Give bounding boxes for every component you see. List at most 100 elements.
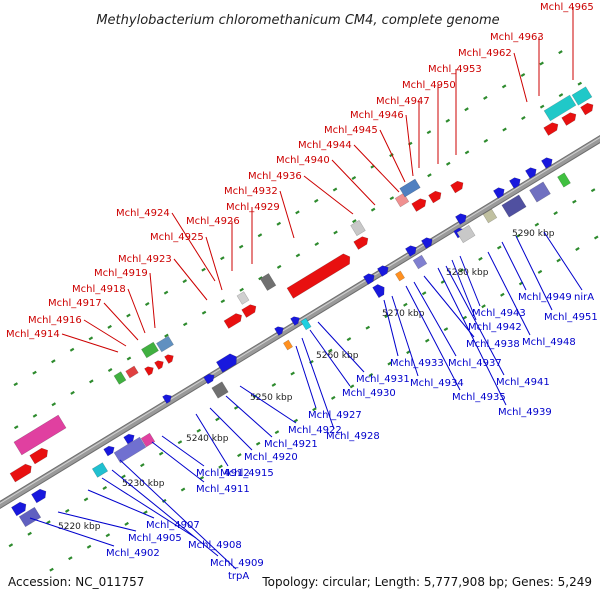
forward-gene-label: Mchl_4916 xyxy=(28,315,82,326)
gene-block xyxy=(350,219,366,237)
gene-block xyxy=(283,339,293,351)
leader-line xyxy=(445,265,505,376)
track-dot xyxy=(239,287,244,292)
forward-gene-label: Mchl_4963 xyxy=(490,32,544,43)
track-dot xyxy=(539,104,545,109)
gene-block xyxy=(211,381,229,399)
leader-line xyxy=(83,319,127,347)
track-dot xyxy=(327,348,333,353)
track-dot xyxy=(68,556,73,561)
track-dot xyxy=(459,268,464,273)
leader-line xyxy=(309,329,351,387)
gene-block xyxy=(543,94,577,122)
track-dot xyxy=(496,245,502,250)
track-dot xyxy=(13,382,19,387)
forward-gene-label: Mchl_4932 xyxy=(224,186,278,197)
topology-text: Topology: circular; Length: 5,777,908 bp… xyxy=(261,575,592,589)
reverse-gene-label: Mchl_4934 xyxy=(410,378,464,389)
scale-tick-label: 5270 kbp xyxy=(382,309,425,319)
gene-block xyxy=(13,414,67,456)
gene-arrow xyxy=(543,122,559,136)
track-dot xyxy=(577,81,583,86)
gene-block xyxy=(571,86,593,106)
track-dot xyxy=(274,430,280,435)
leader-line xyxy=(161,435,205,467)
gene-block xyxy=(236,291,250,305)
track-dot xyxy=(346,337,352,342)
track-dot xyxy=(290,371,295,376)
gene-arrow xyxy=(372,284,385,299)
forward-gene-label: Mchl_4925 xyxy=(150,232,204,243)
track-dot xyxy=(558,93,564,98)
gene-arrow xyxy=(580,102,594,116)
leader-line xyxy=(303,175,354,215)
track-dot xyxy=(107,324,112,329)
track-dot xyxy=(238,244,244,249)
leader-line xyxy=(391,295,419,377)
gene-arrow xyxy=(103,445,115,457)
track-dot xyxy=(182,322,188,327)
leader-line xyxy=(173,258,208,301)
track-dot xyxy=(27,531,32,536)
gene-block xyxy=(529,181,551,203)
gene-arrow xyxy=(509,177,521,189)
leader-line xyxy=(149,272,156,329)
reverse-gene-label: nirA xyxy=(574,292,594,303)
leader-line xyxy=(413,281,457,357)
track-dot xyxy=(8,543,14,548)
track-dot xyxy=(201,310,207,315)
gene-block xyxy=(399,178,421,198)
gene-arrow xyxy=(11,501,27,517)
leader-line xyxy=(87,489,155,519)
track-dot xyxy=(144,302,150,306)
gene-block xyxy=(113,371,127,385)
gene-block xyxy=(140,432,156,448)
leader-line xyxy=(353,144,400,193)
reverse-gene-label: Mchl_4909 xyxy=(210,558,264,569)
forward-gene-label: Mchl_4926 xyxy=(186,216,240,227)
scale-tick-label: 5220 kbp xyxy=(58,522,101,532)
track-dot xyxy=(556,258,561,263)
reverse-gene-label: Mchl_4928 xyxy=(326,431,380,442)
gene-arrow xyxy=(421,237,433,249)
forward-gene-label: Mchl_4946 xyxy=(350,110,404,121)
track-dot xyxy=(421,291,427,296)
track-dot xyxy=(351,176,357,180)
forward-gene-label: Mchl_4940 xyxy=(276,155,330,166)
track-dot xyxy=(501,84,507,89)
leader-line xyxy=(239,385,297,424)
track-dot xyxy=(295,253,301,258)
leader-line xyxy=(61,333,119,353)
backbone-line xyxy=(0,136,600,508)
leader-line xyxy=(379,129,406,183)
gene-labels: Mchl_4914 Mchl_4916 Mchl_4917 Mchl_4918 Mchl… xyxy=(6,2,598,582)
track-dot xyxy=(520,73,526,77)
gene-arrow xyxy=(363,273,375,285)
forward-gene-label: Mchl_4950 xyxy=(402,80,456,91)
reverse-gene-label: Mchl_4951 xyxy=(544,312,598,323)
forward-gene-label: Mchl_4947 xyxy=(376,96,430,107)
leader-line xyxy=(225,395,273,438)
leader-line xyxy=(405,285,461,391)
forward-gene-label: Mchl_4962 xyxy=(458,48,512,59)
reverse-gene-label: Mchl_4907 xyxy=(146,520,200,531)
reverse-gene-label: Mchl_4937 xyxy=(448,358,502,369)
track-dot xyxy=(49,567,54,572)
track-dot xyxy=(89,379,94,384)
gene-arrow xyxy=(450,180,464,194)
reverse-gene-label: Mchl_4915 xyxy=(220,468,274,479)
track-dot xyxy=(121,474,126,479)
track-dot xyxy=(70,390,75,395)
track-dot xyxy=(220,256,225,261)
gene-arrow xyxy=(525,167,537,179)
leader-line xyxy=(513,52,528,103)
gene-arrow xyxy=(215,353,237,373)
track-dot xyxy=(481,304,486,309)
gene-arrow xyxy=(154,360,164,370)
label-leader-lines xyxy=(29,7,583,570)
track-dot xyxy=(257,233,263,238)
gene-arrow xyxy=(428,190,442,204)
reverse-gene-label: Mchl_4920 xyxy=(244,452,298,463)
leader-line xyxy=(331,159,376,206)
